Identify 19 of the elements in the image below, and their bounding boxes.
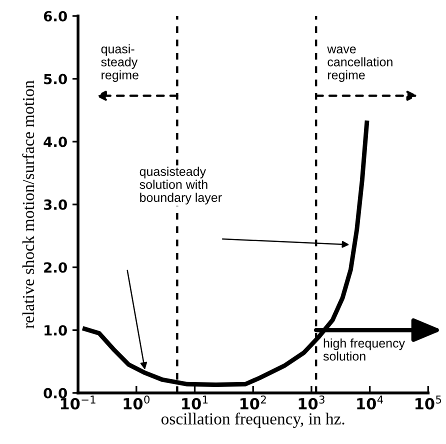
annotation: quasisteady solution with boundary layer — [140, 166, 222, 204]
y-tick-label: 3.0 — [44, 199, 67, 210]
x-tick-label: 10$^{1}$ — [182, 396, 208, 410]
y-tick-label: 0.0 — [44, 388, 67, 398]
x-tick-label: 10$^{4}$ — [357, 396, 384, 410]
annotation: wave cancellation regime — [327, 46, 392, 82]
y-tick-label: 2.0 — [44, 262, 67, 273]
x-tick-label: 10$^{0}$ — [124, 396, 150, 410]
y-tick-label: 5.0 — [44, 74, 67, 84]
y-tick-label: 1.0 — [44, 325, 67, 336]
x-tick-label: 10$^{5}$ — [416, 396, 442, 410]
x-tick-label: 10$^{2}$ — [240, 396, 266, 410]
x-axis-title: oscillation frequency, in hz. — [161, 412, 344, 428]
y-axis-title: relative shock motion/surface motion — [22, 80, 34, 328]
x-tick-label: 10$^{3}$ — [298, 396, 324, 410]
y-tick-label: 4.0 — [44, 136, 67, 148]
annotation: high frequency solution — [323, 338, 405, 361]
annotation: quasi- steady regime — [101, 44, 138, 82]
y-tick-label: 6.0 — [44, 10, 67, 22]
